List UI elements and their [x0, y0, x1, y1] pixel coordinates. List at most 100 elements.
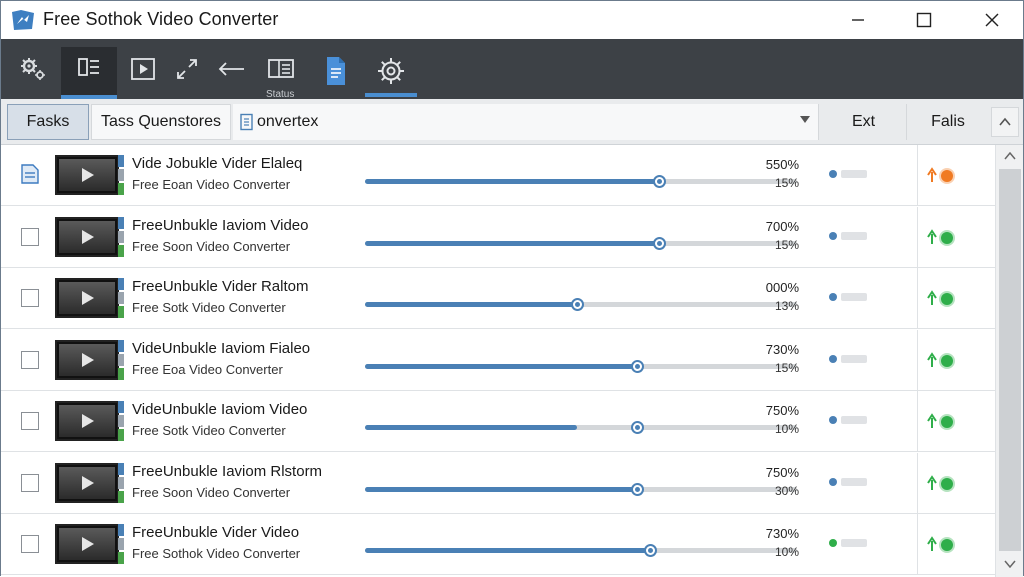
- task-row[interactable]: FreeUnbukle Vider Video Free Sothok Vide…: [1, 514, 995, 575]
- progress-knob[interactable]: [631, 421, 645, 434]
- ext-indicator: [829, 354, 869, 364]
- progress-knob[interactable]: [631, 482, 645, 496]
- toolbar-settings-button[interactable]: [365, 49, 417, 97]
- video-subtitle: Free Sotk Video Converter: [132, 423, 286, 438]
- progress-fill: [365, 363, 638, 369]
- title-bar[interactable]: Free Sothok Video Converter: [1, 1, 1023, 39]
- row-checkbox[interactable]: [21, 535, 39, 553]
- ext-bar: [841, 293, 867, 301]
- ext-bar: [841, 354, 867, 363]
- status-ready-icon[interactable]: [925, 349, 961, 371]
- video-name: VideUnbukle Iaviom Video: [132, 401, 308, 418]
- column-divider: [917, 145, 918, 206]
- video-subtitle: Free Soon Video Converter: [132, 484, 291, 500]
- close-button[interactable]: [969, 1, 1015, 39]
- play-icon: [82, 168, 94, 182]
- minimize-button[interactable]: [835, 1, 881, 39]
- format-tag: [118, 401, 124, 441]
- maximize-button[interactable]: [901, 1, 947, 39]
- ext-dot: [829, 416, 837, 424]
- progress-track: [365, 482, 797, 496]
- progress-knob[interactable]: [570, 298, 584, 311]
- converter-dropdown[interactable]: onvertex: [233, 104, 819, 140]
- play-icon: [82, 537, 94, 551]
- status-ready-icon[interactable]: [925, 533, 961, 555]
- progress-fill: [365, 240, 659, 246]
- video-thumbnail: [55, 339, 119, 380]
- scroll-down-button[interactable]: [1000, 555, 1020, 573]
- ext-bar: [841, 539, 867, 547]
- task-row[interactable]: Vide Jobukle Vider Elaleq Free Eoan Vide…: [1, 145, 995, 206]
- progress-percent: 730%: [765, 526, 799, 541]
- progress-percent: 700%: [765, 218, 799, 234]
- toolbar-add-settings-button[interactable]: [5, 49, 61, 95]
- ext-dot: [829, 354, 837, 363]
- vertical-scrollbar[interactable]: [995, 145, 1023, 577]
- tabs-scroll-up-button[interactable]: [991, 107, 1019, 137]
- play-icon: [82, 291, 94, 305]
- row-checkbox[interactable]: [21, 227, 39, 246]
- task-row[interactable]: FreeUnbukle Iaviom Rlstorm Free Soon Vid…: [1, 452, 995, 514]
- progress-knob[interactable]: [652, 175, 666, 188]
- column-divider: [917, 206, 918, 268]
- progress-percent: 750%: [765, 464, 799, 480]
- progress-track: [365, 175, 797, 188]
- column-divider: [917, 329, 918, 391]
- toolbar-back-button[interactable]: [203, 49, 259, 95]
- status-ready-icon[interactable]: [925, 472, 961, 494]
- progress-sub-percent: 13%: [774, 299, 799, 313]
- progress-percent: 750%: [765, 403, 799, 418]
- toolbar-document-button[interactable]: [307, 49, 363, 95]
- status-ready-icon[interactable]: [925, 410, 961, 432]
- video-name: VideUnbukle Iaviom Fialeo: [132, 339, 311, 357]
- toolbar-status-button[interactable]: [253, 49, 309, 95]
- tab-task-queue[interactable]: Tass Quenstores: [91, 104, 231, 140]
- ext-indicator: [829, 477, 869, 487]
- task-row[interactable]: FreeUnbukle Iaviom Video Free Soon Video…: [1, 206, 995, 268]
- file-document-icon[interactable]: [19, 163, 41, 185]
- scroll-up-button[interactable]: [1000, 147, 1020, 165]
- toolbar-play-button[interactable]: [115, 49, 171, 95]
- ext-dot: [829, 231, 837, 240]
- maximize-icon: [916, 12, 932, 28]
- task-row[interactable]: VideUnbukle Iaviom Fialeo Free Eoa Video…: [1, 329, 995, 391]
- chevron-down-icon: [1004, 560, 1016, 568]
- progress-knob[interactable]: [652, 236, 666, 250]
- ext-dot: [829, 170, 837, 178]
- toolbar-status-label: Status: [266, 89, 295, 100]
- progress-knob[interactable]: [644, 544, 658, 557]
- ext-indicator: [829, 292, 869, 302]
- expand-icon: [177, 59, 197, 79]
- chevron-up-icon: [1004, 152, 1016, 160]
- status-ready-icon[interactable]: [925, 226, 961, 248]
- status-converting-icon[interactable]: [925, 164, 961, 186]
- toolbar-queue-button[interactable]: [61, 47, 117, 99]
- column-divider: [917, 514, 918, 575]
- toolbar-expand-button[interactable]: [159, 49, 215, 95]
- tab-tasks[interactable]: Fasks: [7, 104, 89, 140]
- progress-percent: 730%: [765, 341, 799, 357]
- close-icon: [985, 13, 999, 27]
- settings-indicator: [365, 93, 417, 97]
- progress-fill: [365, 548, 651, 553]
- video-thumbnail: [55, 278, 119, 318]
- task-row[interactable]: VideUnbukle Iaviom Video Free Sotk Video…: [1, 391, 995, 452]
- video-name: FreeUnbukle Iaviom Rlstorm: [132, 462, 323, 480]
- row-checkbox[interactable]: [21, 412, 39, 430]
- video-thumbnail: [55, 216, 119, 257]
- row-checkbox[interactable]: [21, 350, 39, 369]
- row-checkbox[interactable]: [21, 289, 39, 307]
- format-tag: [118, 462, 124, 503]
- status-ready-icon[interactable]: [925, 287, 961, 309]
- tab-ext[interactable]: Ext: [821, 104, 907, 140]
- video-thumbnail: [55, 401, 119, 441]
- video-subtitle: Free Sothok Video Converter: [132, 546, 301, 561]
- scrollbar-thumb[interactable]: [999, 169, 1021, 551]
- main-toolbar: Status: [1, 39, 1023, 100]
- row-checkbox[interactable]: [21, 473, 39, 492]
- task-row[interactable]: FreeUnbukle Vider Raltom Free Sotk Video…: [1, 268, 995, 329]
- video-name: FreeUnbukle Iaviom Video: [132, 216, 309, 234]
- progress-knob[interactable]: [631, 359, 645, 373]
- tab-files[interactable]: Falis: [931, 113, 965, 130]
